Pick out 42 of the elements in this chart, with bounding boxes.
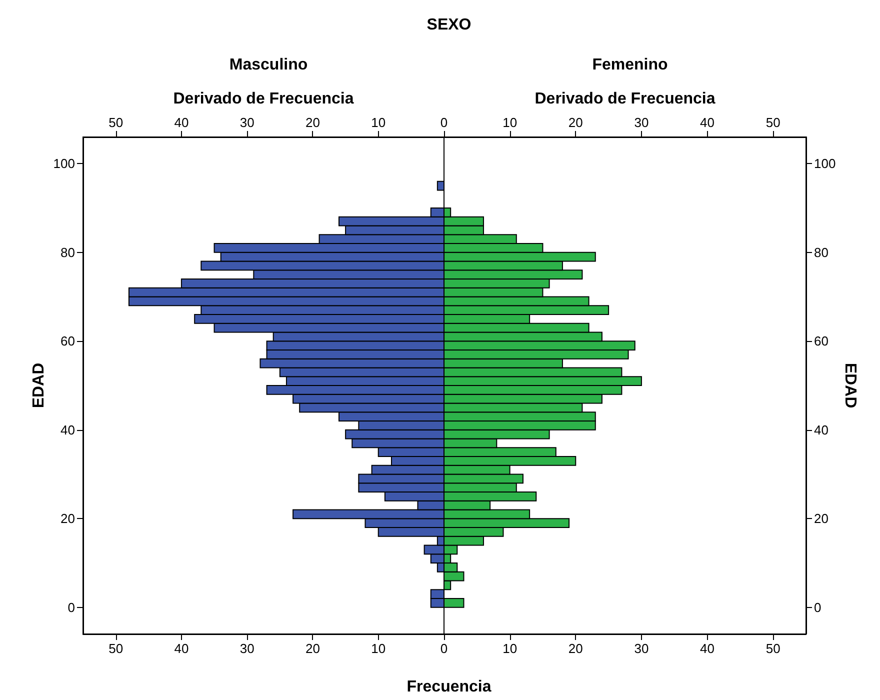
y-tick-label: 40 — [814, 422, 828, 438]
x2-tick-label: 40 — [700, 115, 715, 130]
chart-title: Femenino — [592, 56, 668, 74]
x-tick-label: 20 — [305, 641, 320, 656]
x-tick-label: 40 — [174, 641, 189, 656]
x2-tick-label: 10 — [502, 115, 518, 130]
text: SEXO — [426, 16, 472, 34]
y-tick-label: 20 — [814, 511, 828, 526]
chart-title: Masculino — [229, 56, 308, 74]
x2-axis-title: Derivado de Frecuencia — [173, 90, 354, 108]
y-tick-label: 60 — [814, 334, 828, 349]
x-axis-title: Frecuencia — [406, 678, 492, 696]
x2-tick-label: 50 — [766, 115, 780, 130]
x-tick-label: 30 — [240, 641, 254, 656]
x-tick-label: 10 — [502, 641, 518, 656]
x2-tick-label: 20 — [568, 115, 583, 130]
y-tick-label: 60 — [60, 334, 75, 349]
x2-tick-label: 30 — [634, 115, 649, 130]
x2-axis-title: Derivado de Frecuencia — [534, 90, 716, 108]
y-tick-label: 80 — [814, 244, 828, 260]
x-tick-label: 20 — [568, 641, 583, 656]
x2-tick-label: 30 — [240, 115, 254, 130]
x-tick-label: 10 — [371, 641, 386, 656]
y-tick-label: 100 — [53, 156, 75, 172]
y-tick-label: 0 — [814, 600, 822, 615]
x-tick-label: 50 — [108, 641, 124, 656]
y-axis-title: EDAD — [842, 362, 858, 408]
x-tick-label: 40 — [700, 641, 715, 656]
y-tick-label: 20 — [60, 511, 75, 526]
x-tick-label: 0 — [440, 641, 448, 656]
y-tick-label: 0 — [68, 600, 75, 615]
x-tick-label: 30 — [634, 641, 649, 656]
y-tick-label: 40 — [60, 422, 75, 438]
y-tick-label: 100 — [814, 156, 836, 172]
x2-tick-label: 0 — [440, 115, 448, 130]
x2-tick-label: 20 — [305, 115, 320, 130]
x-tick-label: 50 — [766, 641, 780, 656]
x2-tick-label: 10 — [371, 115, 386, 130]
y-tick-label: 80 — [60, 244, 75, 260]
y-axis-title: EDAD — [30, 362, 48, 408]
x2-tick-label: 40 — [174, 115, 189, 130]
x2-tick-label: 50 — [108, 115, 124, 130]
